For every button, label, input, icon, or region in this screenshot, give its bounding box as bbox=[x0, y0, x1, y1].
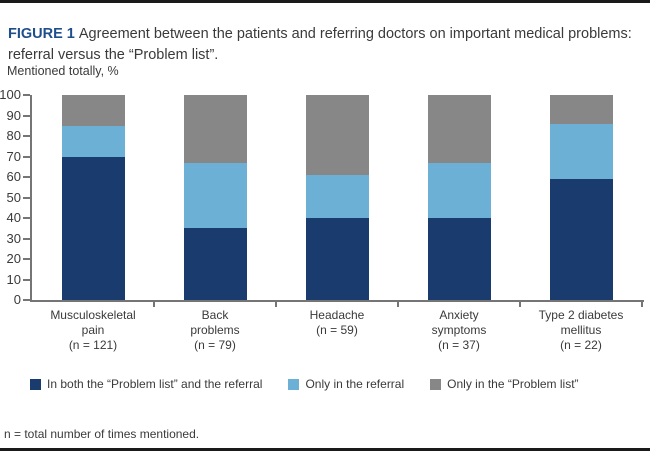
y-tick bbox=[23, 196, 30, 199]
x-axis-line bbox=[30, 300, 644, 302]
bar-segment bbox=[305, 95, 369, 175]
plot-area: 0 10 20 30 40 50 60 70 80 90 100 Musculoskeletal pa… bbox=[0, 87, 644, 352]
y-tick bbox=[23, 114, 30, 117]
y-tick-label: 10 bbox=[6, 271, 21, 287]
legend-item: Only in the “Problem list” bbox=[430, 377, 579, 391]
bottom-rule bbox=[0, 448, 650, 451]
y-tick bbox=[23, 217, 30, 219]
x-tick bbox=[519, 302, 521, 307]
legend-label: Only in the “Problem list” bbox=[447, 377, 579, 391]
x-tick bbox=[275, 302, 277, 307]
y-tick-label: 40 bbox=[6, 210, 21, 225]
bar-segment bbox=[61, 95, 125, 126]
bar-segment bbox=[183, 95, 247, 163]
y-tick bbox=[23, 258, 30, 260]
category-label: Back problems (n = 79) bbox=[190, 308, 240, 352]
y-tick bbox=[23, 176, 30, 178]
figure-title: FIGURE 1 Agreement between the patients a… bbox=[8, 24, 646, 66]
legend-swatch bbox=[430, 378, 442, 390]
footnote: n = total number of times mentioned. bbox=[4, 427, 200, 441]
bar-segment bbox=[427, 218, 491, 300]
y-tick-label: 70 bbox=[6, 148, 21, 164]
category-label: Anxiety symptoms (n = 37) bbox=[431, 308, 487, 352]
legend-swatch bbox=[288, 378, 300, 390]
y-tick bbox=[23, 94, 30, 96]
y-tick-label: 20 bbox=[6, 251, 21, 266]
y-tick-label: 90 bbox=[6, 107, 21, 123]
bar-segment bbox=[183, 162, 247, 229]
legend-label: Only in the referral bbox=[305, 377, 405, 391]
category-label: Musculoskeletal pain (n = 121) bbox=[50, 308, 136, 352]
y-tick-label: 30 bbox=[6, 230, 21, 246]
y-axis-title: Mentioned totally, % bbox=[7, 64, 119, 78]
y-tick bbox=[23, 155, 30, 158]
top-rule bbox=[0, 0, 650, 3]
bar-segment bbox=[427, 162, 491, 218]
y-tick-label: 100 bbox=[0, 87, 21, 102]
bar-segment bbox=[549, 179, 613, 300]
y-tick bbox=[23, 237, 30, 240]
y-tick bbox=[23, 299, 30, 301]
figure-number-label: FIGURE 1 bbox=[8, 25, 75, 42]
bar-segment bbox=[61, 156, 125, 300]
legend-label: In both the “Problem list” and the refer… bbox=[47, 377, 263, 391]
x-tick bbox=[153, 302, 155, 307]
chart-legend: In both the “Problem list” and the refer… bbox=[30, 377, 579, 391]
category-label: Type 2 diabetes mellitus (n = 22) bbox=[538, 308, 624, 352]
legend-item: In both the “Problem list” and the refer… bbox=[30, 377, 262, 391]
y-tick bbox=[23, 278, 30, 281]
bar-segment bbox=[427, 95, 491, 163]
figure-caption: Agreement between the patients and refer… bbox=[8, 25, 632, 63]
y-axis-line bbox=[30, 95, 32, 302]
y-tick-label: 60 bbox=[6, 169, 21, 184]
x-tick bbox=[397, 302, 399, 307]
bar-segment bbox=[305, 174, 369, 218]
y-tick-label: 0 bbox=[13, 292, 21, 307]
x-tick bbox=[641, 302, 643, 307]
bar-segment bbox=[549, 123, 613, 180]
bar-segment bbox=[305, 218, 369, 300]
y-tick-label: 80 bbox=[6, 128, 21, 143]
category-label: Headache (n = 59) bbox=[309, 308, 365, 337]
bar-segment bbox=[61, 125, 125, 157]
bar-segment bbox=[549, 95, 613, 124]
bar-segment bbox=[183, 228, 247, 300]
y-tick-label: 50 bbox=[6, 189, 21, 205]
legend-item: Only in the referral bbox=[288, 377, 404, 391]
legend-swatch bbox=[30, 378, 41, 390]
y-tick bbox=[23, 135, 30, 137]
